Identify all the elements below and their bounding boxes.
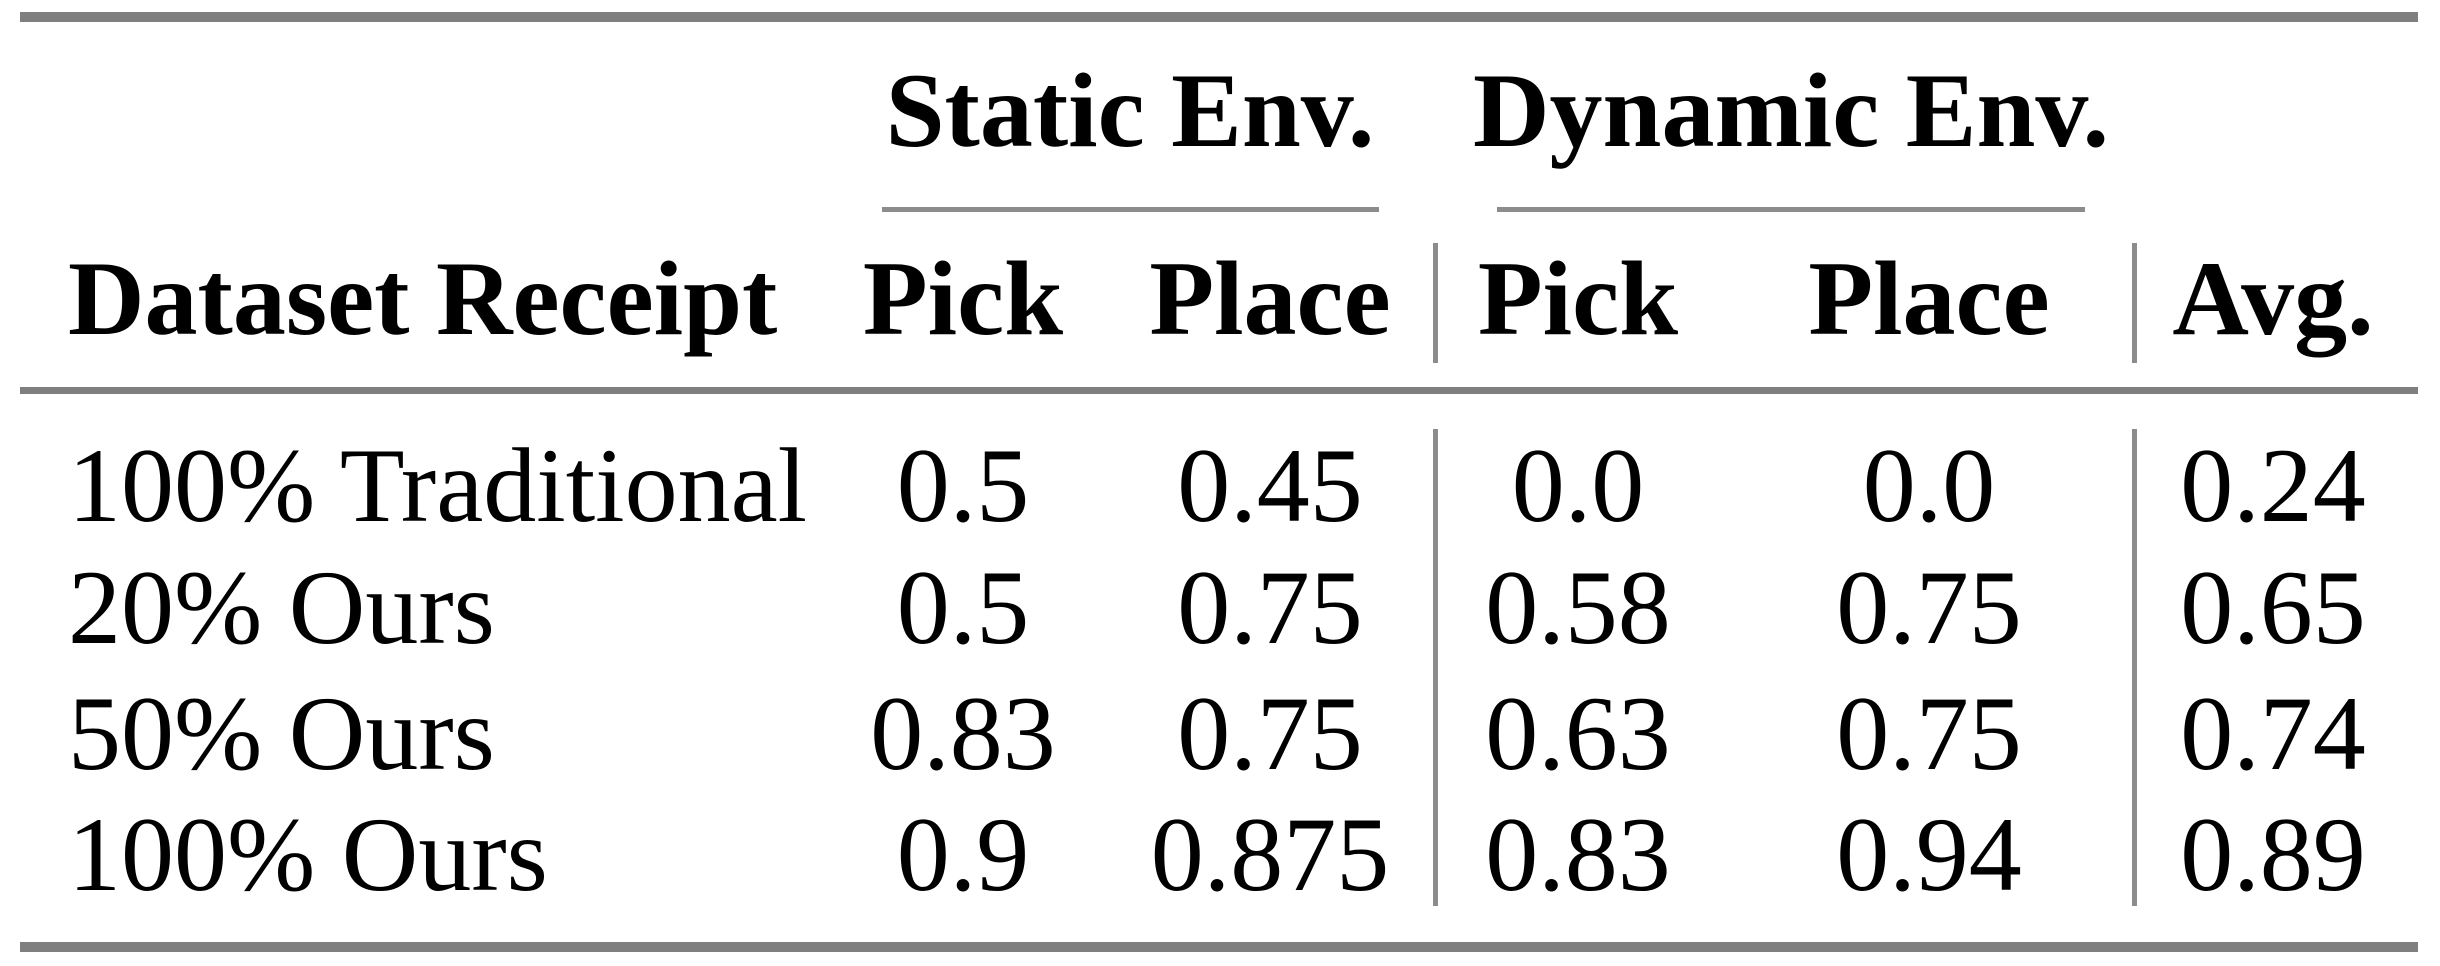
cell-r3-dynamic-pick: 0.63 [1485,675,1671,792]
row-label-20-ours: 20% Ours [68,549,495,666]
col-header-static-place: Place [1149,240,1391,357]
cell-r1-static-pick: 0.5 [896,427,1030,544]
cell-r2-dynamic-place: 0.75 [1836,549,2022,666]
cell-r2-static-place: 0.75 [1177,549,1363,666]
cell-r4-static-place: 0.875 [1150,796,1390,913]
cell-r3-avg: 0.74 [2180,675,2366,792]
row-label-100-traditional: 100% Traditional [68,427,808,544]
col-header-static-pick: Pick [862,240,1064,357]
cell-r1-dynamic-pick: 0.0 [1511,427,1645,544]
cell-r4-static-pick: 0.9 [896,796,1030,913]
cell-r1-dynamic-place: 0.0 [1862,427,1996,544]
group-header-dynamic-env: Dynamic Env. [1472,52,2110,169]
top-rule [20,12,2418,22]
vertical-separator-dynamic-avg-header [2132,243,2137,363]
cell-r1-avg: 0.24 [2180,427,2366,544]
cell-r3-dynamic-place: 0.75 [1836,675,2022,792]
group-header-static-env: Static Env. [885,52,1375,169]
cell-r3-static-place: 0.75 [1177,675,1363,792]
vertical-separator-static-dynamic-header [1433,243,1438,363]
row-label-50-ours: 50% Ours [68,675,495,792]
cell-r2-dynamic-pick: 0.58 [1485,549,1671,666]
cell-r2-static-pick: 0.5 [896,549,1030,666]
col-header-dataset-receipt: Dataset Receipt [68,240,778,357]
cell-r3-static-pick: 0.83 [870,675,1056,792]
cell-r2-avg: 0.65 [2180,549,2366,666]
mid-rule [20,387,2418,394]
col-header-dynamic-pick: Pick [1477,240,1679,357]
col-header-dynamic-place: Place [1808,240,2050,357]
cell-r4-dynamic-pick: 0.83 [1485,796,1671,913]
bottom-rule [20,942,2418,952]
row-label-100-ours: 100% Ours [68,796,548,913]
cell-r4-dynamic-place: 0.94 [1836,796,2022,913]
vertical-separator-static-dynamic-body [1433,429,1438,906]
cell-r1-static-place: 0.45 [1177,427,1363,544]
static-group-cmidrule [882,207,1379,212]
vertical-separator-dynamic-avg-body [2132,429,2137,906]
cell-r4-avg: 0.89 [2180,796,2366,913]
dynamic-group-cmidrule [1497,207,2085,212]
col-header-avg: Avg. [2172,240,2374,357]
